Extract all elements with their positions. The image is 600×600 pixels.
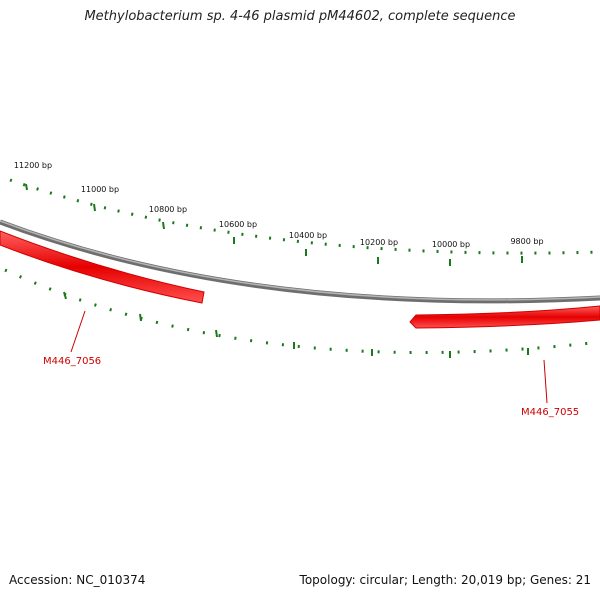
- tick-label: 11200 bp: [14, 161, 52, 170]
- gene-arrow[interactable]: [409, 305, 600, 329]
- inner-tick-ring: [4, 268, 600, 354]
- tick-mark: [139, 313, 142, 322]
- gene-label[interactable]: M446_7055: [521, 407, 579, 418]
- accession-text: Accession: NC_010374: [9, 573, 146, 587]
- tick-label: 10200 bp: [360, 238, 398, 247]
- inner-major-ticks: [63, 291, 529, 358]
- tick-label: 9800 bp: [510, 237, 543, 246]
- tick-mark: [215, 329, 218, 338]
- gene-label-leader: [70, 310, 86, 353]
- plasmid-backbone: [0, 219, 600, 304]
- gene-label-leader: [543, 359, 548, 404]
- tick-mark: [63, 291, 67, 300]
- tick-label: 10400 bp: [289, 231, 327, 240]
- tick-label: 10600 bp: [219, 220, 257, 229]
- tick-label: 10800 bp: [149, 205, 187, 214]
- tick-mark: [162, 221, 165, 230]
- tick-label: 11000 bp: [81, 185, 119, 194]
- tick-label: 10000 bp: [432, 240, 470, 249]
- gene-arrow[interactable]: [0, 230, 205, 304]
- gene-label[interactable]: M446_7056: [43, 356, 101, 367]
- map-title: Methylobacterium sp. 4-46 plasmid pM4460…: [84, 9, 516, 24]
- tick-mark: [93, 203, 96, 212]
- outer-major-ticks: [25, 183, 523, 266]
- tick-mark: [25, 183, 28, 191]
- summary-text: Topology: circular; Length: 20,019 bp; G…: [299, 573, 591, 587]
